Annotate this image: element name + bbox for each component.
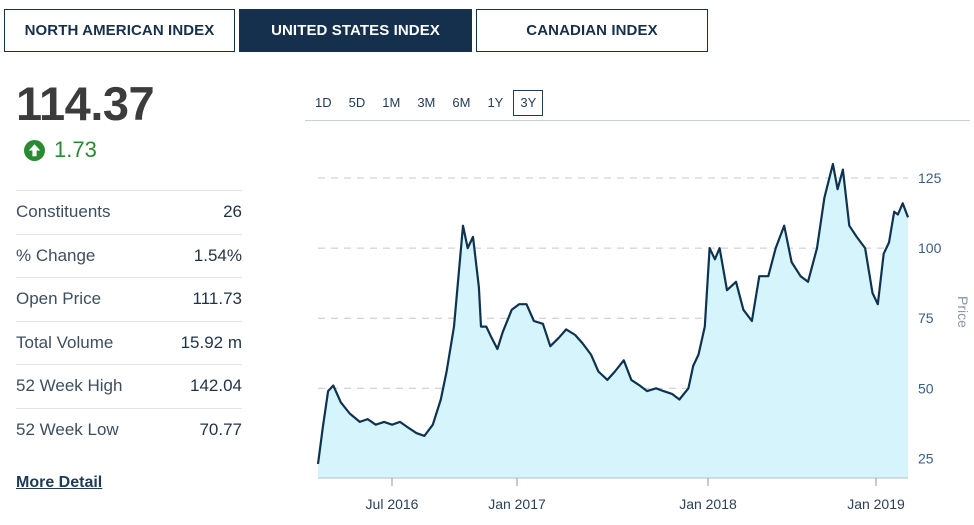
stat-label: Total Volume bbox=[16, 332, 114, 352]
price-change: 1.73 bbox=[24, 137, 97, 162]
stat-value: 111.73 bbox=[192, 289, 242, 309]
tab-united-states-index[interactable]: UNITED STATES INDEX bbox=[239, 9, 472, 52]
stat-label: Constituents bbox=[16, 202, 111, 222]
y-axis-label: Price bbox=[955, 296, 971, 328]
stat-row-open-price: Open Price 111.73 bbox=[16, 277, 242, 321]
stat-row-constituents: Constituents 26 bbox=[16, 190, 242, 234]
stat-label: 52 Week Low bbox=[16, 419, 119, 439]
y-axis: 25 50 75 100 125 bbox=[918, 170, 942, 466]
y-tick-label: 50 bbox=[918, 380, 934, 396]
price-line bbox=[316, 162, 910, 465]
price-area bbox=[318, 164, 908, 478]
y-tick-label: 100 bbox=[918, 240, 942, 256]
stat-row-percent-change: % Change 1.54% bbox=[16, 233, 242, 278]
x-tick-label: Jan 2017 bbox=[488, 496, 546, 512]
stat-value: 70.77 bbox=[199, 419, 242, 439]
stat-value: 1.54% bbox=[193, 245, 242, 265]
range-button-1m[interactable]: 1M bbox=[382, 95, 401, 110]
index-tabs: NORTH AMERICAN INDEX UNITED STATES INDEX… bbox=[4, 9, 708, 52]
stat-value: 15.92 m bbox=[180, 332, 242, 352]
index-price: 114.37 bbox=[16, 77, 155, 130]
y-tick-label: 25 bbox=[918, 450, 934, 466]
stat-row-52-week-low: 52 Week Low 70.77 bbox=[16, 407, 242, 452]
stats-table: Constituents 26 % Change 1.54% Open Pric… bbox=[16, 190, 242, 451]
stat-row-total-volume: Total Volume 15.92 m bbox=[16, 320, 242, 365]
stat-label: Open Price bbox=[16, 289, 102, 309]
chart-divider bbox=[305, 120, 970, 121]
tab-north-american-index[interactable]: NORTH AMERICAN INDEX bbox=[4, 9, 235, 52]
y-tick-label: 75 bbox=[918, 310, 934, 326]
range-button-5d[interactable]: 5D bbox=[348, 95, 366, 110]
x-tick-label: Jul 2016 bbox=[366, 496, 419, 512]
price-change-value: 1.73 bbox=[54, 137, 97, 162]
range-button-6m[interactable]: 6M bbox=[452, 95, 471, 110]
y-tick-label: 125 bbox=[918, 170, 942, 186]
range-button-1y[interactable]: 1Y bbox=[487, 95, 504, 110]
range-button-1d[interactable]: 1D bbox=[315, 95, 332, 110]
more-detail-link[interactable]: More Detail bbox=[16, 474, 103, 491]
stat-value: 142.04 bbox=[190, 376, 242, 396]
arrow-up-circle-icon bbox=[24, 139, 45, 161]
stat-value: 26 bbox=[223, 202, 242, 222]
range-button-3m[interactable]: 3M bbox=[417, 95, 436, 110]
range-button-3y[interactable]: 3Y bbox=[513, 90, 544, 116]
x-axis: Jul 2016 Jan 2017 Jan 2018 Jan 2019 bbox=[318, 477, 908, 512]
stat-label: 52 Week High bbox=[16, 376, 123, 396]
x-tick-label: Jan 2018 bbox=[679, 496, 737, 512]
stat-row-52-week-high: 52 Week High 142.04 bbox=[16, 364, 242, 408]
range-selector: 1D 5D 1M 3M 6M 1Y 3Y bbox=[308, 90, 546, 116]
tab-canadian-index[interactable]: CANADIAN INDEX bbox=[476, 9, 708, 52]
stat-label: % Change bbox=[16, 245, 96, 265]
x-tick-label: Jan 2019 bbox=[847, 496, 905, 512]
